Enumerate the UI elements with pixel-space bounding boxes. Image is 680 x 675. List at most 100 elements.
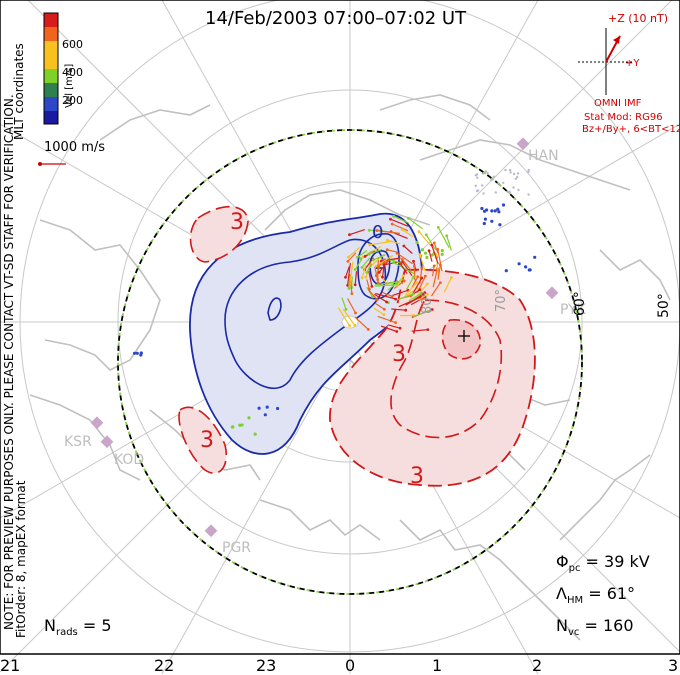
scatter-point <box>496 208 499 211</box>
scatter-point <box>231 426 234 429</box>
imf-y-label: +Y <box>625 58 640 69</box>
scatter-point <box>513 173 515 175</box>
velocity-vector-origin <box>416 281 419 284</box>
scatter-point <box>475 185 477 187</box>
colorbar-tick-400: 400 <box>62 66 83 79</box>
scatter-point <box>477 189 479 191</box>
phi-pc-stat: Φpc = 39 kV <box>556 552 650 574</box>
scatter-point <box>482 192 484 194</box>
velocity-vector-origin <box>418 230 421 233</box>
velocity-vector-origin <box>395 330 398 333</box>
velocity-vector-origin <box>419 253 422 256</box>
scatter-point <box>481 184 483 186</box>
velocity-vector-origin <box>385 301 388 304</box>
velocity-vector-origin <box>376 278 379 281</box>
velocity-vector-origin <box>424 275 427 278</box>
scatter-point <box>483 222 486 225</box>
velocity-vector-origin <box>344 276 347 279</box>
scatter-point <box>505 269 508 272</box>
scatter-point <box>528 169 530 171</box>
mlt-tick-2: 2 <box>532 656 542 675</box>
scatter-point <box>276 407 279 410</box>
station-kod: KOD <box>114 452 144 468</box>
velocity-vector-origin <box>383 308 386 311</box>
nrads-stat: Nrads = 5 <box>44 616 112 638</box>
lat-label-80: 80° <box>420 291 435 314</box>
scatter-point <box>529 268 532 271</box>
velocity-vector-origin <box>353 324 356 327</box>
velocity-vector-origin <box>394 321 397 324</box>
imf-stat-model: Stat Mod: RG96 <box>584 112 663 123</box>
scatter-point <box>508 191 510 193</box>
velocity-vector-origin <box>361 276 364 279</box>
scatter-point <box>524 265 527 268</box>
scatter-point <box>517 189 519 191</box>
nvc-stat: Nvc = 160 <box>556 616 634 638</box>
velocity-vector <box>447 236 452 251</box>
scatter-point <box>264 413 267 416</box>
velocity-vector-origin <box>412 276 415 279</box>
scatter-point <box>490 179 492 181</box>
velocity-vector-origin <box>368 243 371 246</box>
velocity-vector-origin <box>375 274 378 277</box>
velocity-vector-origin <box>365 271 368 274</box>
imf-source: OMNI IMF <box>594 98 641 109</box>
contour-label-neg: 0 <box>372 222 383 243</box>
velocity-vector <box>352 276 353 287</box>
velocity-vector-origin <box>348 287 351 290</box>
velocity-vector-origin <box>436 248 439 251</box>
scatter-point <box>441 249 444 252</box>
lat-label-60: 60° <box>572 291 588 316</box>
velocity-vector-origin <box>386 248 389 251</box>
lat-label-70: 70° <box>494 289 509 312</box>
velocity-vector-origin <box>430 244 433 247</box>
velocity-vector-origin <box>383 313 386 316</box>
velocity-vector-origin <box>425 233 428 236</box>
mlt-tick-3: 3 <box>668 656 678 675</box>
scatter-point <box>484 218 487 221</box>
velocity-vector-origin <box>381 276 384 279</box>
scatter-point <box>133 352 136 355</box>
velocity-vector-origin <box>391 223 394 226</box>
scatter-point <box>483 210 486 213</box>
velocity-vector-origin <box>386 239 389 242</box>
scatter-point <box>493 176 495 178</box>
velocity-vector-origin <box>407 217 410 220</box>
scatter-point <box>502 182 504 184</box>
scatter-point <box>512 186 514 188</box>
scatter-point <box>485 170 487 172</box>
imf-condition: Bz+/By+, 6<BT<12 <box>582 124 680 135</box>
scatter-point <box>247 416 250 419</box>
scatter-point <box>254 433 257 436</box>
scatter-point <box>258 407 261 410</box>
velocity-vector-origin <box>412 293 415 296</box>
velocity-vector-origin <box>420 277 423 280</box>
velocity-vector-origin <box>396 281 399 284</box>
scatter-point <box>495 191 497 193</box>
station-ksr: KSR <box>64 434 92 450</box>
scatter-point <box>425 256 428 259</box>
velocity-vector-origin <box>404 309 407 312</box>
velocity-vector-origin <box>399 263 402 266</box>
velocity-vector-origin <box>354 312 357 315</box>
scatter-point <box>421 248 424 251</box>
scatter-point <box>476 173 478 175</box>
scatter-point <box>486 172 488 174</box>
velocity-vector-origin <box>413 265 416 268</box>
scatter-point <box>431 253 434 256</box>
scatter-point <box>498 223 501 226</box>
scatter-point <box>527 171 529 173</box>
velocity-vector-origin <box>403 280 406 283</box>
station-han: HAN <box>528 148 559 164</box>
scatter-point <box>424 252 427 255</box>
scatter-point <box>490 209 493 212</box>
lambda-hm-stat: ΛHM = 61° <box>556 584 635 606</box>
velocity-vector-origin <box>364 255 367 258</box>
velocity-vector-origin <box>345 308 348 311</box>
velocity-vector-origin <box>437 226 440 229</box>
scatter-point <box>480 207 483 210</box>
contour-label-pos-2: 3 <box>392 342 406 367</box>
scatter-point <box>509 169 511 171</box>
velocity-vector-origin <box>392 261 395 264</box>
velocity-vector-origin <box>368 288 371 291</box>
